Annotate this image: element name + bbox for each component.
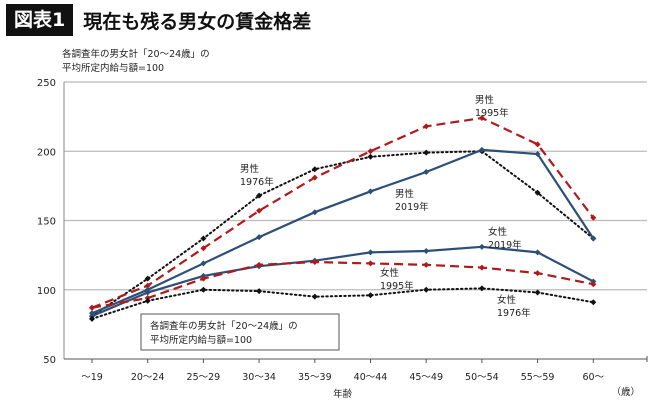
x-tick-label: 35～39 xyxy=(298,372,332,383)
series-label: 男性 xyxy=(395,188,415,200)
data-point xyxy=(89,304,95,311)
header: 図表1 現在も残る男女の賃金格差 xyxy=(6,4,311,36)
data-point xyxy=(89,315,95,322)
data-point xyxy=(311,209,318,216)
x-tick-label: 55～59 xyxy=(521,372,555,383)
data-point xyxy=(423,286,430,293)
data-point xyxy=(200,245,207,252)
series-line xyxy=(91,150,595,318)
data-point xyxy=(144,275,151,282)
data-point xyxy=(423,123,430,130)
x-tick-label: 60～ xyxy=(583,372,605,383)
data-point xyxy=(534,141,541,148)
y-tick-label: 200 xyxy=(37,147,56,158)
x-tick-label: 20～24 xyxy=(131,372,165,383)
x-axis-label: 年齢 xyxy=(333,388,353,400)
x-tick-label: 30～34 xyxy=(242,372,276,383)
data-point xyxy=(590,299,597,306)
annotation-text: 各調査年の男女計「20～24歳」の xyxy=(150,320,298,332)
data-point xyxy=(256,192,263,199)
data-point xyxy=(478,115,485,122)
series-label: 男性 xyxy=(475,94,495,106)
series-line xyxy=(91,245,594,318)
page-title: 現在も残る男女の賃金格差 xyxy=(83,10,312,33)
x-tick-label: 40～44 xyxy=(354,372,388,383)
data-point xyxy=(423,149,430,156)
series-label: 1995年 xyxy=(380,280,414,292)
data-point xyxy=(590,281,597,288)
data-point xyxy=(478,285,485,292)
x-unit-label: （歳） xyxy=(611,386,640,398)
data-point xyxy=(311,259,318,266)
series-label: 1976年 xyxy=(240,176,274,188)
data-point xyxy=(478,264,485,271)
note-line: 各調査年の男女計「20～24歳」の xyxy=(62,49,210,60)
data-point xyxy=(144,282,151,289)
series-label: 1976年 xyxy=(497,307,531,319)
data-point xyxy=(367,260,374,267)
series-label: 女性 xyxy=(380,267,400,279)
data-point xyxy=(534,151,541,158)
series-label: 男性 xyxy=(240,163,260,175)
data-point xyxy=(311,166,318,173)
data-point xyxy=(367,249,374,256)
y-tick-label: 50 xyxy=(43,355,56,366)
x-tick-label: 50～54 xyxy=(465,372,499,383)
annotation-text: 平均所定内給与額=100 xyxy=(150,334,252,346)
x-tick-label: 45～49 xyxy=(409,372,443,383)
y-tick-label: 100 xyxy=(37,286,56,297)
series-label: 女性 xyxy=(497,294,517,306)
series-line xyxy=(91,260,594,309)
data-point xyxy=(534,189,541,196)
series-line xyxy=(91,148,595,315)
series-label: 2019年 xyxy=(395,201,429,213)
data-point xyxy=(478,146,485,153)
x-tick-label: 25～29 xyxy=(187,372,221,383)
series-label: 2019年 xyxy=(488,239,522,251)
series-line xyxy=(91,116,595,309)
data-point xyxy=(256,261,263,268)
data-point xyxy=(590,214,597,221)
data-point xyxy=(144,297,151,304)
data-point xyxy=(200,235,207,242)
series-line xyxy=(91,287,595,320)
figure-badge: 図表1 xyxy=(6,4,74,36)
data-point xyxy=(367,148,374,155)
data-point xyxy=(200,275,207,282)
y-tick-label: 150 xyxy=(37,217,56,228)
x-tick-label: ～19 xyxy=(81,372,103,383)
annotation-box xyxy=(140,313,340,351)
data-point xyxy=(423,169,430,176)
data-point xyxy=(311,174,318,181)
data-point xyxy=(478,243,485,250)
data-point xyxy=(423,261,430,268)
series-label: 女性 xyxy=(488,226,508,238)
data-point xyxy=(256,288,263,295)
data-point xyxy=(590,235,597,242)
data-point xyxy=(200,260,207,267)
data-point xyxy=(144,289,151,296)
data-point xyxy=(534,249,541,256)
data-point xyxy=(423,247,430,254)
y-tick-label: 250 xyxy=(37,78,56,89)
data-point xyxy=(534,270,541,277)
data-point xyxy=(200,286,207,293)
data-point xyxy=(256,207,263,214)
data-point xyxy=(367,153,374,160)
data-point xyxy=(367,188,374,195)
note-top: 各調査年の男女計「20～24歳」の 平均所定内給与額=100 xyxy=(62,48,210,76)
series-label: 1995年 xyxy=(475,107,509,119)
note-line: 平均所定内給与額=100 xyxy=(62,63,165,74)
data-point xyxy=(367,292,374,299)
data-point xyxy=(534,289,541,296)
data-point xyxy=(256,234,263,241)
data-point xyxy=(311,293,318,300)
